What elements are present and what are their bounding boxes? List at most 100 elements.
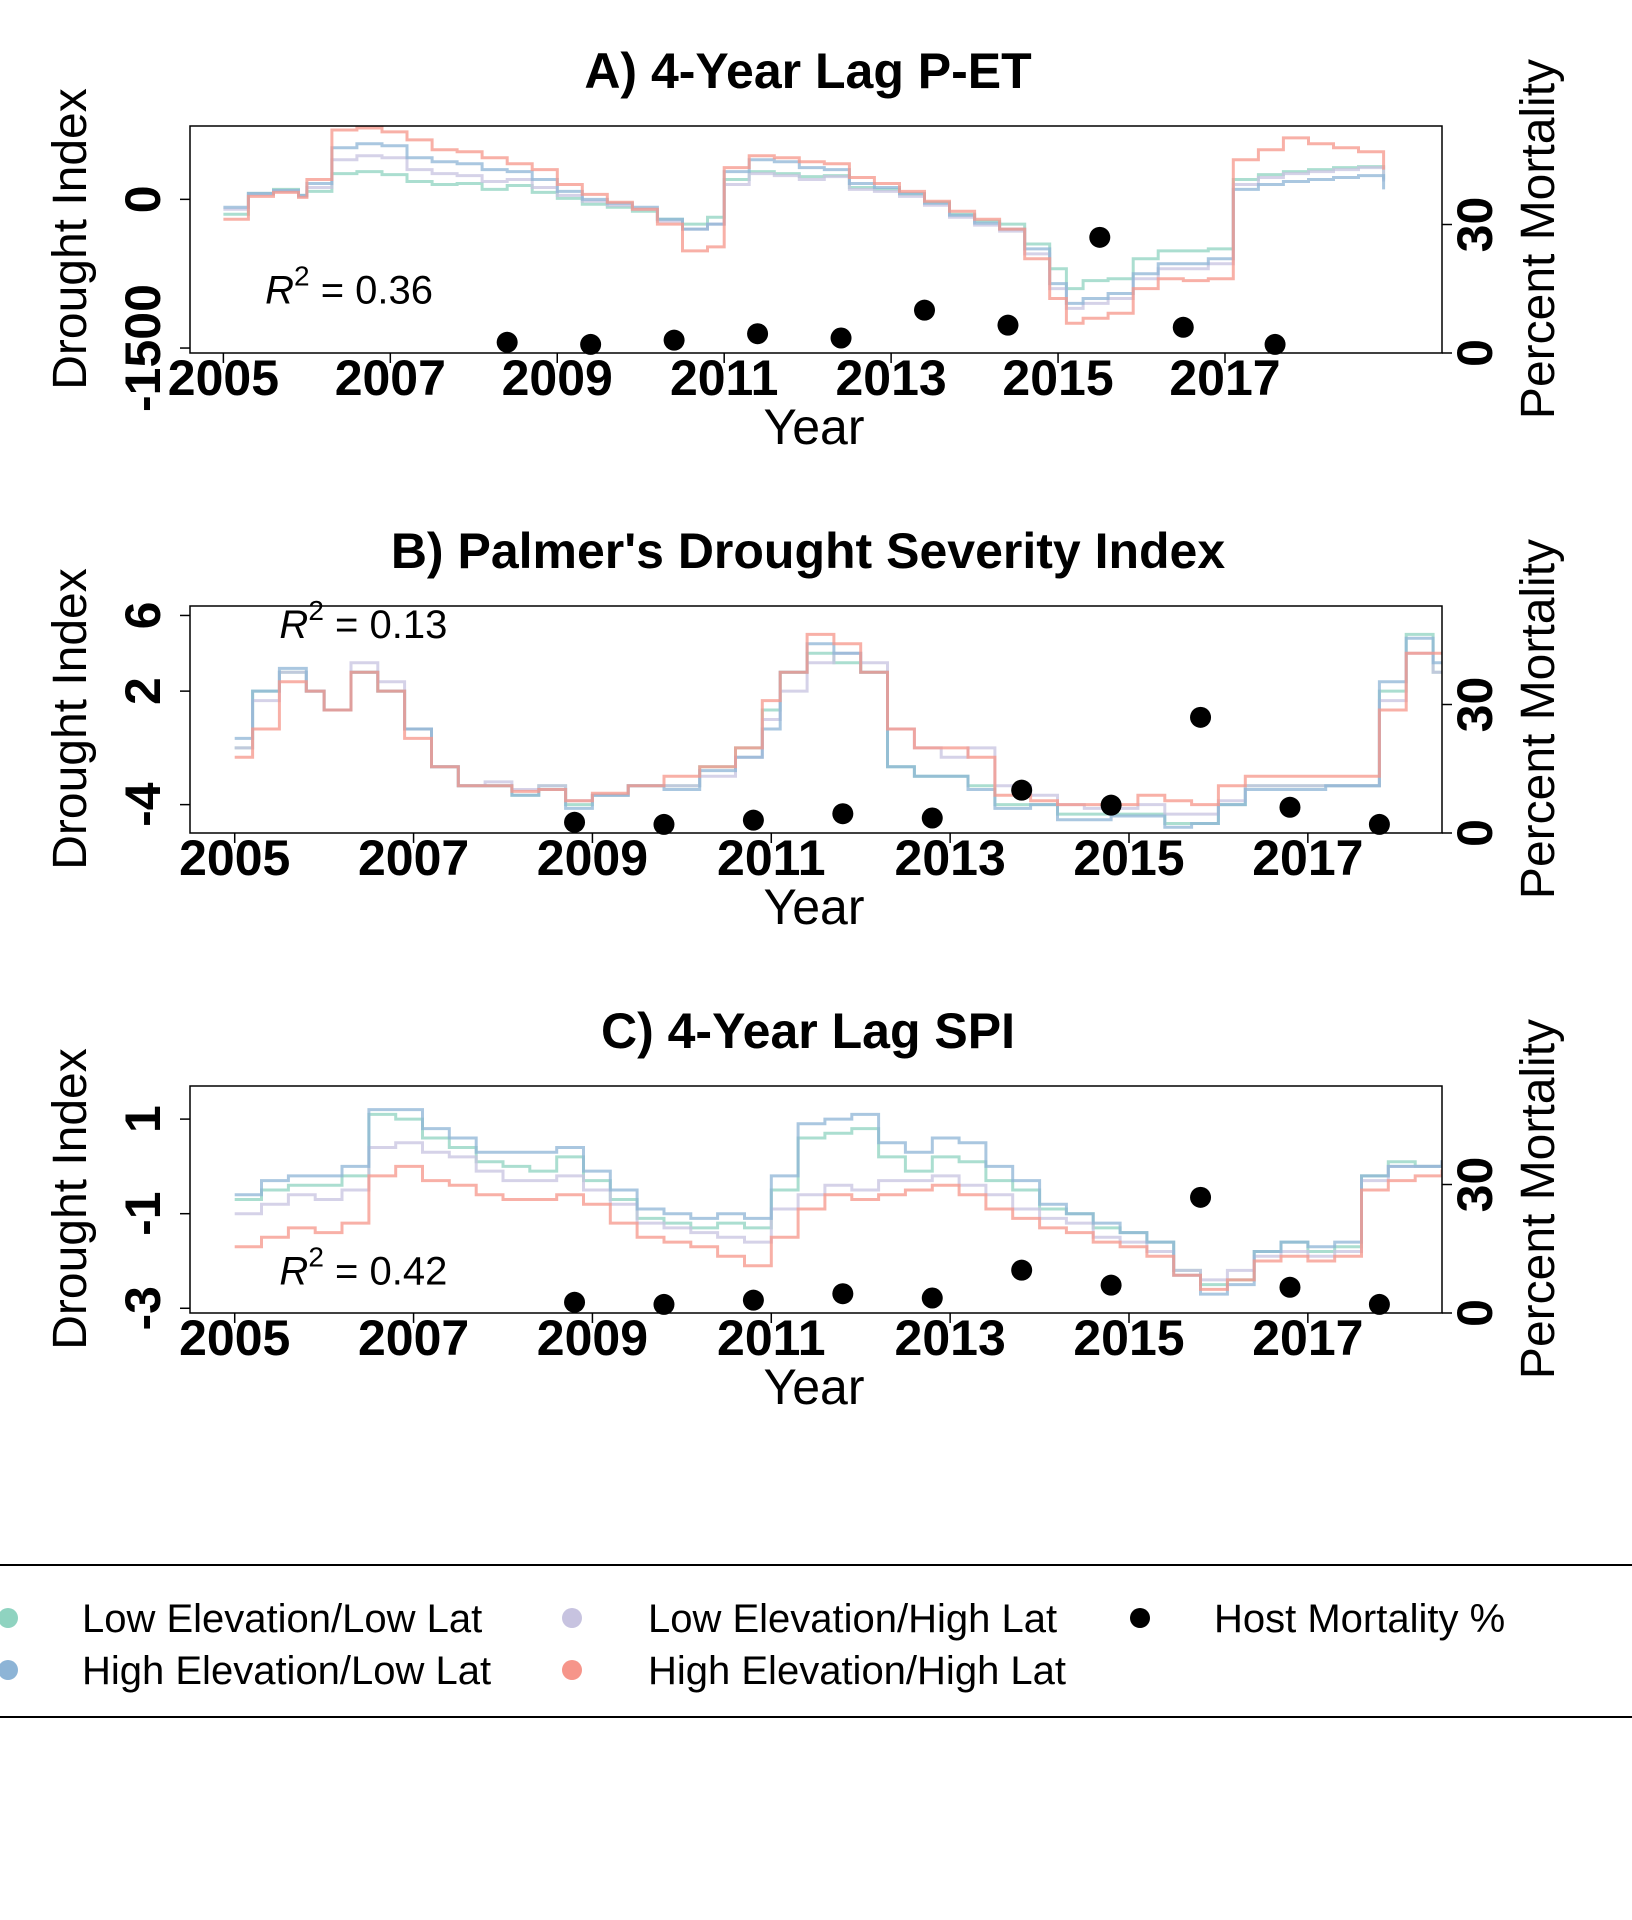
panel-a-mortality-point: [1089, 226, 1111, 248]
panel-a-x-tick-label: 2015: [1002, 350, 1113, 406]
panel-c-x-tick-label: 2015: [1073, 1310, 1184, 1366]
panel-b-x-tick-label: 2007: [358, 830, 469, 886]
panel-a-mortality-point: [747, 323, 769, 345]
panel-b-x-axis-title: Year: [763, 879, 864, 935]
panel-c-mortality-point: [1190, 1186, 1212, 1208]
panel-a-mortality-point: [914, 299, 936, 321]
panel-c-mortality-point: [832, 1283, 854, 1305]
panel-a: A) 4-Year Lag P-ET Drought Index Percent…: [44, 43, 1565, 455]
panel-a-y-tick-label: -1500: [115, 284, 171, 412]
panel-b-mortality-point: [1190, 706, 1212, 728]
legend-label-low-elev-high-lat: Low Elevation/High Lat: [648, 1597, 1057, 1641]
panel-b-x-tick-label: 2005: [179, 830, 290, 886]
panel-a-plot: 2005 2007 2009 2011 2013 2015 2017 -1500 0 0 30 R2 …: [115, 125, 1503, 412]
panel-a-left-axis-title: Drought Index: [44, 88, 97, 390]
legend-marker-host-mortality: [1130, 1608, 1150, 1628]
panel-a-frame: [189, 125, 1443, 354]
legend-marker-high-elev-low-lat: [0, 1660, 18, 1680]
panel-c-x-tick-label: 2011: [717, 1310, 825, 1366]
legend-marker-high-elev-high-lat: [562, 1660, 582, 1680]
panel-b-title: B) Palmer's Drought Severity Index: [391, 523, 1226, 579]
panel-c-x-tick-label: 2013: [895, 1310, 1006, 1366]
panel-a-right-tick-label: 0: [1447, 339, 1503, 367]
panel-b-series-lines: [234, 632, 1442, 829]
panel-b-mortality-point: [653, 813, 675, 835]
panel-b-mortality-point: [1279, 796, 1301, 818]
panel-b-y-tick-label: -4: [115, 782, 171, 827]
panel-a-line-3: [223, 126, 1386, 325]
panel-b-x-tick-label: 2017: [1252, 830, 1363, 886]
panel-a-r2-annotation: R2 = 0.36: [265, 260, 433, 312]
panel-c-title: C) 4-Year Lag SPI: [601, 1003, 1015, 1059]
panel-c-right-axis-title: Percent Mortality: [1512, 1019, 1565, 1379]
panel-b-y-tick-label: 2: [115, 677, 171, 705]
panel-c-right-tick-label: 0: [1447, 1299, 1503, 1327]
panel-b-y-tick-label: 6: [115, 602, 171, 630]
panel-c-y-tick-label: 1: [115, 1105, 171, 1133]
panel-a-right-tick-label: 30: [1447, 197, 1503, 253]
panel-a-mortality-point: [663, 329, 685, 351]
panel-c-mortality-point: [564, 1291, 586, 1313]
panel-b-mortality-point: [1368, 813, 1390, 835]
panel-b-mortality-point: [742, 809, 764, 831]
panel-c-line-3: [234, 1164, 1442, 1291]
panel-b-mortality-point: [832, 803, 854, 825]
panel-b-line-3: [234, 632, 1442, 807]
panel-c-plot: 2005 2007 2009 2011 2013 2015 2017 -3 -1 1 0 30 R2 =…: [115, 1085, 1503, 1366]
panel-c-mortality-point: [653, 1293, 675, 1315]
panel-b-right-tick-label: 0: [1447, 819, 1503, 847]
legend: Low Elevation/Low Lat Low Elevation/High…: [0, 1564, 1632, 1718]
legend-label-host-mortality: Host Mortality %: [1214, 1597, 1505, 1641]
panel-b-x-tick-label: 2013: [895, 830, 1006, 886]
panel-b-right-axis-title: Percent Mortality: [1512, 539, 1565, 899]
panel-c-x-tick-label: 2007: [358, 1310, 469, 1366]
panel-c: C) 4-Year Lag SPI Drought Index Percent …: [44, 1003, 1565, 1415]
panel-c-right-tick-label: 30: [1447, 1157, 1503, 1213]
panel-a-x-tick-label: 2017: [1169, 350, 1280, 406]
panel-a-line-2: [223, 142, 1386, 305]
panel-a-mortality-point: [997, 314, 1019, 336]
panel-b-mortality-point: [921, 807, 943, 829]
panel-c-mortality-point: [1368, 1293, 1390, 1315]
panel-c-x-tick-label: 2005: [179, 1310, 290, 1366]
panel-c-mortality-point: [921, 1287, 943, 1309]
panel-c-mortality-point: [742, 1289, 764, 1311]
panel-c-series-lines: [234, 1108, 1442, 1296]
panel-a-mortality-point: [1172, 316, 1194, 338]
panel-a-x-tick-label: 2009: [502, 350, 613, 406]
panel-c-y-tick-label: -3: [115, 1286, 171, 1330]
panel-c-mortality-point: [1100, 1274, 1122, 1296]
panel-b-left-axis-title: Drought Index: [44, 568, 97, 870]
legend-label-high-elev-high-lat: High Elevation/High Lat: [648, 1649, 1066, 1693]
panel-b-mortality-point: [1011, 779, 1033, 801]
panel-b-mortality-point: [564, 811, 586, 833]
panel-c-mortality-point: [1279, 1276, 1301, 1298]
panel-a-series-lines: [223, 126, 1386, 325]
panel-a-mortality-point: [580, 333, 602, 355]
panel-b-frame: [189, 605, 1443, 834]
panel-a-right-axis-title: Percent Mortality: [1512, 59, 1565, 419]
panel-c-frame: [189, 1085, 1443, 1314]
panel-b-x-tick-label: 2011: [717, 830, 825, 886]
panel-a-mortality-point: [496, 331, 518, 353]
panel-b-right-tick-label: 30: [1447, 677, 1503, 733]
panel-c-x-tick-label: 2017: [1252, 1310, 1363, 1366]
legend-marker-low-elev-high-lat: [562, 1608, 582, 1628]
panel-c-mortality-point: [1011, 1259, 1033, 1281]
panel-b-line-2: [234, 636, 1442, 829]
panel-c-y-tick-label: -1: [115, 1191, 171, 1235]
panel-a-x-axis-title: Year: [763, 399, 864, 455]
panel-b-r2-annotation: R2 = 0.13: [279, 595, 447, 647]
panel-b: B) Palmer's Drought Severity Index Droug…: [44, 523, 1565, 935]
panel-a-x-tick-label: 2013: [836, 350, 947, 406]
panel-b-plot: 2005 2007 2009 2011 2013 2015 2017 -4 2 6 0 30 R2 = …: [115, 595, 1503, 886]
panel-b-x-tick-label: 2015: [1073, 830, 1184, 886]
legend-label-high-elev-low-lat: High Elevation/Low Lat: [82, 1649, 491, 1693]
panel-c-x-tick-label: 2009: [537, 1310, 648, 1366]
panel-c-left-axis-title: Drought Index: [44, 1048, 97, 1350]
panel-a-y-tick-label: 0: [115, 185, 171, 213]
panel-a-mortality-point: [830, 327, 852, 349]
legend-label-low-elev-low-lat: Low Elevation/Low Lat: [82, 1597, 482, 1641]
panel-b-mortality-point: [1100, 794, 1122, 816]
